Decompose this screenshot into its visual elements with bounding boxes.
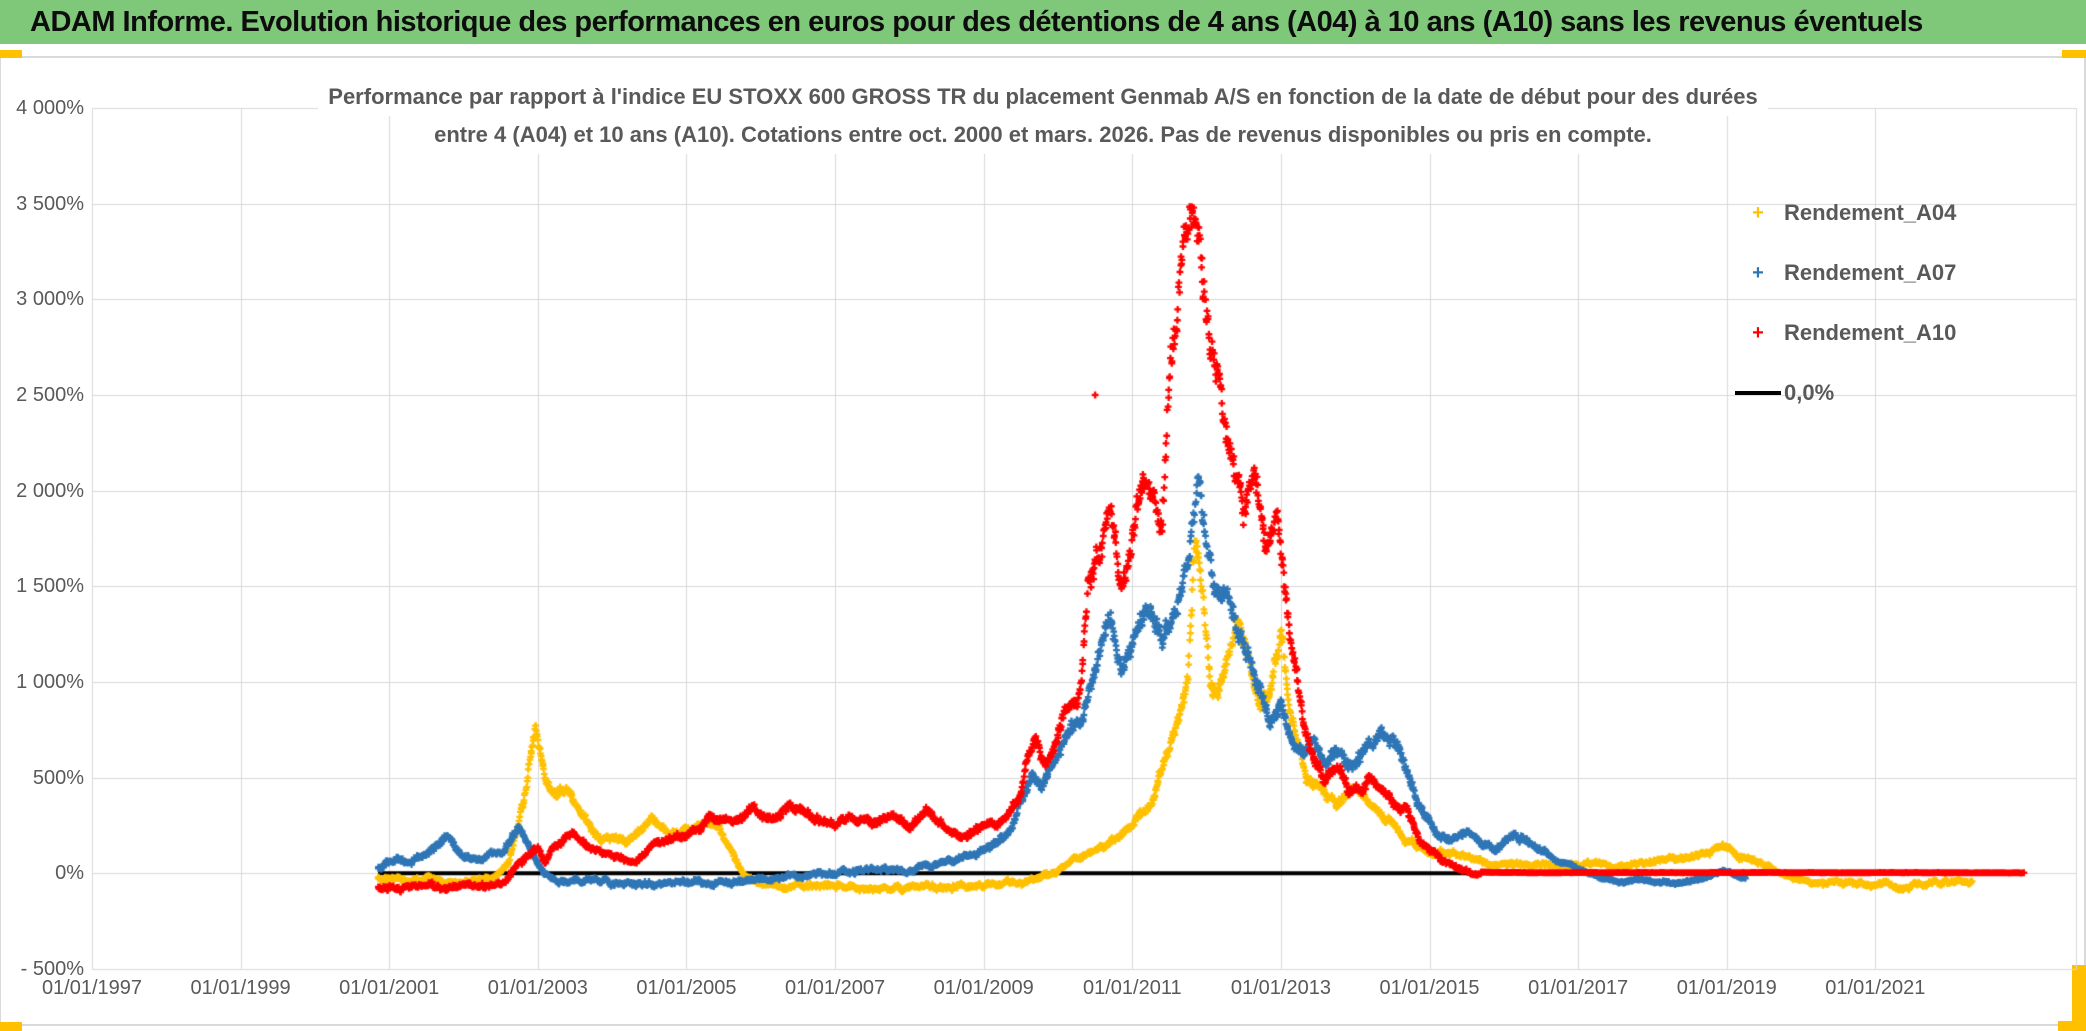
x-axis-tick-label: 01/01/2005 — [636, 977, 737, 999]
legend-label: Rendement_A04 — [1784, 200, 1957, 225]
chart-legend: + Rendement_A04 + Rendement_A07 + Rendem… — [1732, 183, 1956, 423]
legend-label: Rendement_A07 — [1784, 260, 1957, 285]
x-axis-tick-label: 01/01/2013 — [1230, 977, 1331, 999]
y-axis-tick-label: 3 500% — [16, 192, 84, 215]
y-axis-tick-label: 1 000% — [16, 671, 84, 693]
x-axis-tick-label: 01/01/2011 — [1082, 977, 1182, 999]
x-axis-tick-label: 01/01/1999 — [190, 977, 291, 999]
y-axis-tick-label: 3 000% — [16, 288, 84, 311]
y-axis-tick-label: 500% — [32, 766, 84, 789]
x-axis-tick-label: 01/01/2015 — [1379, 977, 1480, 999]
legend-label: 0,0% — [1784, 380, 1835, 405]
y-axis-tick-label: - 500% — [20, 958, 84, 980]
plus-marker-icon: + — [1752, 202, 1764, 224]
zero-line-swatch — [1735, 391, 1781, 395]
plus-marker-icon: + — [1752, 262, 1764, 284]
x-axis-tick-label: 01/01/2017 — [1528, 977, 1629, 999]
x-axis-tick-label: 01/01/2003 — [487, 977, 588, 999]
y-axis-tick-label: 0% — [55, 862, 84, 885]
y-axis-tick-label: 1 500% — [16, 575, 84, 598]
legend-item-rendement-a04[interactable]: + Rendement_A04 — [1732, 183, 1956, 243]
y-axis-tick-label: 2 000% — [16, 479, 84, 502]
y-axis-tick-label: 2 500% — [16, 384, 84, 406]
legend-item-zero-line[interactable]: 0,0% — [1732, 363, 1956, 423]
y-axis-tick-label: 4 000% — [16, 97, 84, 119]
x-axis-tick-label: 01/01/2019 — [1676, 977, 1777, 999]
plus-marker-icon: + — [1752, 322, 1764, 344]
x-axis-tick-label: 01/01/1997 — [41, 977, 143, 999]
x-axis-tick-label: 01/01/2009 — [933, 977, 1034, 999]
legend-label: Rendement_A10 — [1784, 320, 1957, 345]
legend-item-rendement-a10[interactable]: + Rendement_A10 — [1732, 303, 1956, 363]
x-axis-tick-label: 01/01/2021 — [1825, 977, 1926, 999]
legend-item-rendement-a07[interactable]: + Rendement_A07 — [1732, 243, 1956, 303]
x-axis-tick-label: 01/01/2007 — [785, 977, 886, 999]
x-axis-tick-label: 01/01/2001 — [339, 977, 440, 999]
